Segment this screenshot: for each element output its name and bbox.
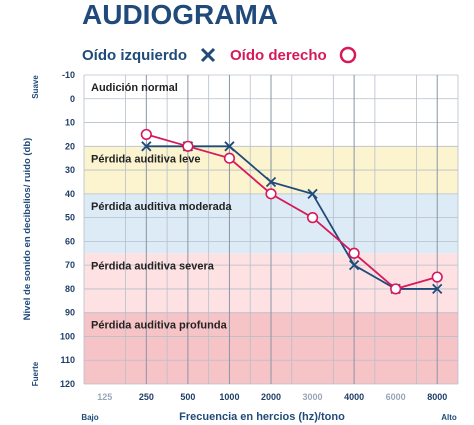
series-1-point [223,152,236,164]
series-1-point [265,188,277,200]
x-axis-left-note: Bajo [81,413,98,422]
series-0-point [307,188,318,199]
band-label-1: Pérdida auditiva leve [91,153,200,165]
x-tick-label: 3000 [303,392,323,402]
x-mark-stroke [348,260,360,271]
x-tick-label: 6000 [386,392,406,402]
x-mark-stroke [307,188,318,199]
series-1-point [390,283,402,295]
band-labels: Audición normal Pérdida auditiva leve Pérd… [91,82,232,332]
y-axis-label: Nivel de sonido en decibelios/ ruido (db… [22,138,33,321]
x-mark-stroke [200,47,216,63]
y-tick-label: 110 [60,355,75,365]
circle-mark [339,46,357,64]
y-tick-label: 0 [70,94,75,104]
x-tick-label: 125 [97,392,112,402]
grid [83,74,459,385]
y-tick-label: -10 [62,70,75,80]
series-1-point [348,247,360,259]
y-axis-top-note: Suave [31,75,40,99]
data-series [140,128,443,295]
series-0-point [265,176,277,188]
y-tick-label: 120 [60,379,75,389]
chart-title: AUDIOGRAMA [82,0,278,30]
x-tick-label: 4000 [344,392,364,402]
x-tick-label: 500 [180,392,195,402]
x-mark-stroke [432,283,443,295]
x-tick-label: 250 [139,392,154,402]
series-0-point [432,283,443,295]
y-axis-ticks: -10 0 10 20 30 40 50 60 70 80 90 100 110 120 [60,70,75,389]
series-1-point [140,128,152,141]
y-axis-bottom-note: Fuerte [31,361,40,386]
x-axis-ticks: 125 250 500 1000 2000 3000 4000 6000 8000 [97,392,447,402]
band-label-0: Audición normal [91,82,178,94]
x-mark-stroke [265,176,277,188]
y-tick-label: 80 [65,284,75,294]
y-tick-label: 100 [60,331,75,341]
series-0-point [348,260,360,271]
y-tick-label: 60 [65,236,75,246]
legend-left-ear-label: Oído izquierdo [82,47,187,64]
x-axis-label: Frecuencia en hercios (hz)/tono [179,411,345,423]
series-1-point [306,212,319,224]
legend-right-ear-circle-icon [339,46,357,64]
y-tick-label: 20 [65,141,75,151]
series-1-point [431,271,443,283]
band-label-2: Pérdida auditiva moderada [91,201,232,213]
y-tick-label: 10 [65,118,75,128]
series-0-point [224,141,235,152]
legend-right-ear-label: Oído derecho [230,47,327,64]
y-tick-label: 40 [65,189,75,199]
band-label-3: Pérdida auditiva severa [91,260,215,272]
legend: Oído izquierdo Oído derecho [82,46,357,64]
x-axis-right-note: Alto [441,413,457,422]
y-tick-label: 90 [65,308,75,318]
series-line-1 [146,133,438,290]
series-line-0 [146,145,438,290]
x-tick-label: 2000 [261,392,281,402]
x-mark-stroke [224,141,235,152]
y-tick-label: 70 [65,260,75,270]
x-mark-stroke [141,141,152,152]
x-tick-label: 1000 [219,392,239,402]
y-tick-label: 30 [65,165,75,175]
legend-left-ear-x-icon [200,47,216,63]
band-label-4: Pérdida auditiva profunda [91,320,228,332]
y-tick-label: 50 [65,213,75,223]
series-0-point [141,141,152,152]
series-1-point [182,140,194,152]
x-tick-label: 8000 [427,392,447,402]
